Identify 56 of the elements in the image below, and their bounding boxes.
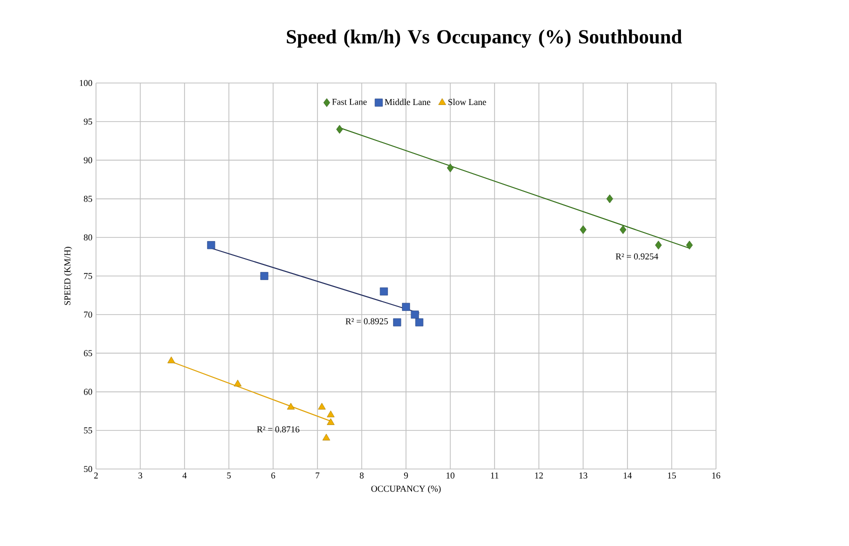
point [410,310,419,319]
y-tick-label: 50 [84,466,92,472]
y-tick-label: 95 [84,118,92,125]
point [287,402,295,410]
y-tick-label: 100 [80,80,92,86]
point [207,241,216,250]
x-tick-label: 12 [535,472,543,478]
x-tick-label: 13 [579,472,588,479]
point [446,164,454,172]
point [606,194,614,204]
point [260,272,268,280]
point [620,225,626,234]
legend-label: Fast Lane [332,98,367,105]
x-tick-label: 9 [404,472,408,479]
y-axis-title: SPEED (KM/H) [64,246,72,305]
x-tick-label: 7 [316,472,320,478]
point [234,380,242,386]
x-tick-label: 11 [491,472,498,478]
y-tick-label: 65 [84,350,92,356]
y-tick-label: 80 [84,234,92,240]
x-tick-label: 3 [138,472,142,479]
point [393,318,402,326]
annotation: R² = 0.8716 [257,426,300,432]
point [322,434,330,440]
point [167,356,176,364]
x-tick-label: 6 [271,472,276,479]
annotation: R² = 0.9254 [616,253,658,260]
point [326,410,335,418]
y-tick-label: 60 [84,388,92,395]
x-tick-label: 8 [360,472,364,479]
y-tick-label: 85 [84,196,92,202]
x-tick-label: 16 [712,472,720,479]
point [415,318,424,326]
point [402,302,410,311]
y-tick-label: 70 [84,312,92,318]
y-tick-label: 75 [84,273,92,279]
x-tick-label: 5 [227,472,231,478]
point [580,225,586,234]
point [655,240,662,250]
y-tick-label: 55 [84,427,92,434]
x-tick-label: 4 [182,472,187,478]
point [326,418,335,425]
annotation: R² = 0.8925 [346,318,388,324]
x-tick-label: 10 [446,472,454,479]
chart-title: Speed (km/h) Vs Occupancy (%) Southbound [286,30,682,48]
y-tick-label: 90 [84,157,92,164]
x-tick-label: 15 [668,472,676,479]
legend-label: Slow Lane [448,98,486,106]
point [686,240,693,250]
x-tick-label: 2 [94,472,98,478]
x-tick-label: 14 [624,472,632,478]
legend-label: Middle Lane [384,98,430,106]
point [336,124,343,134]
point [318,402,326,410]
point [380,287,388,296]
x-axis-title: OCCUPANCY (%) [371,485,441,494]
